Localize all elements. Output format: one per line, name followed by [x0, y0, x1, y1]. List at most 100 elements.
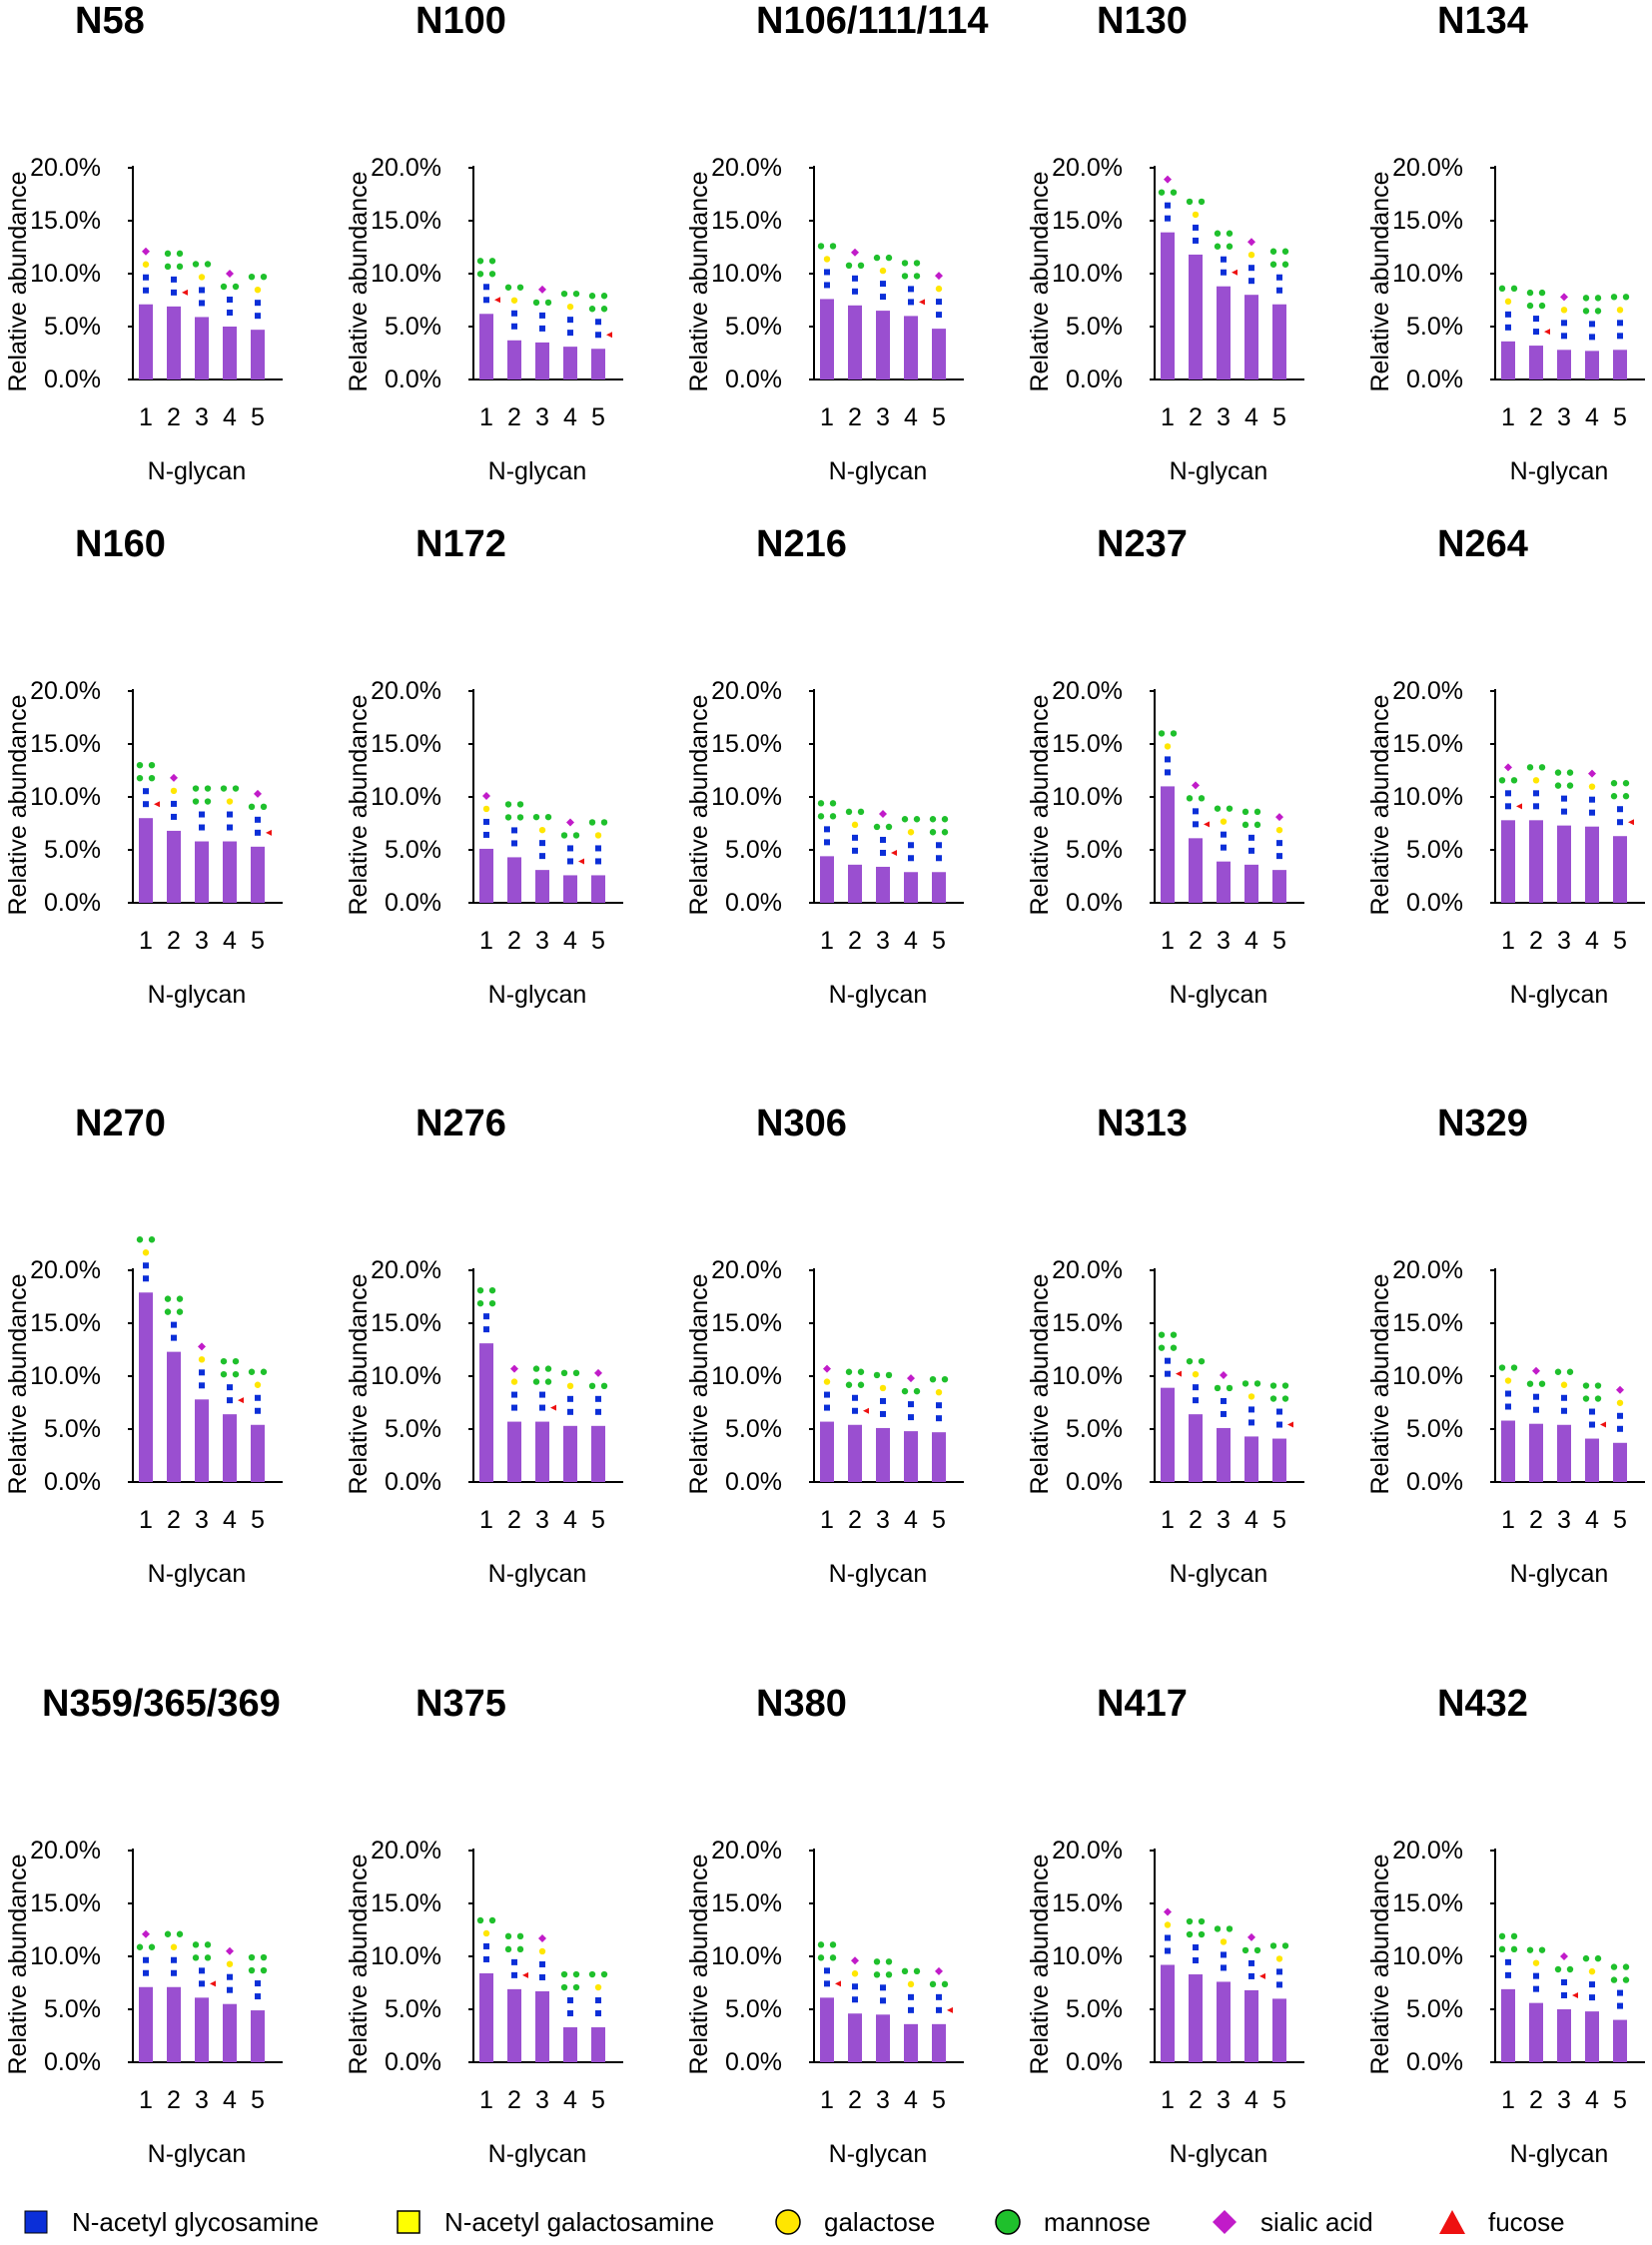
mannose-icon [476, 1286, 484, 1294]
glcnac-icon [1533, 1985, 1539, 1992]
y-tick-label: 20.0% [711, 1256, 782, 1284]
y-tick-label: 5.0% [725, 313, 782, 341]
glcnac-icon [936, 2006, 942, 2013]
glcnac-icon [1533, 1972, 1539, 1979]
bar [479, 314, 493, 379]
mannose-icon [248, 1953, 256, 1961]
x-tick-label: 3 [1217, 403, 1231, 431]
mannose-icon [1554, 1368, 1562, 1375]
chart-title: N276 [415, 1103, 506, 1144]
x-axis-label: N-glycan [1510, 457, 1609, 485]
glcnac-icon [1617, 819, 1623, 826]
y-tick-label: 10.0% [1392, 1942, 1463, 1970]
x-tick-label: 5 [1613, 927, 1627, 955]
mannose-icon [1186, 1930, 1194, 1938]
glcnac-icon [1589, 321, 1595, 328]
mannose-icon [204, 798, 212, 805]
y-tick-label: 5.0% [1066, 836, 1123, 864]
mannose-icon [136, 762, 144, 769]
glycan-structure [192, 1941, 216, 1987]
bar-chart: 0.0% 5.0% 10.0% 15.0% 20.0%Relative abundanc… [4, 677, 283, 1009]
glcnac-icon [199, 287, 205, 294]
x-tick-label: 5 [591, 1506, 605, 1534]
bar [1244, 864, 1258, 903]
bar [1585, 2011, 1599, 2062]
glcnac-icon [227, 310, 233, 316]
mannose-icon [1582, 308, 1590, 315]
glcnac-icon [595, 2010, 601, 2017]
glycan-structure [1588, 769, 1596, 816]
glcnac-icon [567, 2010, 573, 2017]
x-tick-label: 1 [1161, 403, 1175, 431]
x-tick-label: 4 [904, 927, 918, 955]
glcnac-icon [199, 1967, 205, 1974]
chart-title: N160 [75, 523, 166, 565]
glcnac-icon [1248, 1959, 1254, 1966]
glycan-structure [1582, 295, 1602, 341]
bar [1244, 1989, 1258, 2062]
y-tick-label: 20.0% [1052, 154, 1123, 182]
mannose-icon [1198, 1357, 1206, 1365]
glycan-structure [1560, 293, 1568, 340]
mannose-icon [192, 261, 200, 268]
glycan-structure [504, 1932, 528, 1978]
mannose-icon [476, 271, 484, 278]
y-tick-label: 10.0% [1052, 783, 1123, 811]
mannose-icon [901, 1387, 909, 1395]
glcnac-icon [1589, 1408, 1595, 1415]
glycan-structure [1158, 175, 1178, 222]
mannose-icon [532, 299, 540, 307]
glcnac-icon [539, 1960, 545, 1967]
x-tick-label: 5 [1272, 927, 1286, 955]
y-tick-label: 10.0% [371, 1362, 441, 1390]
fucose-icon [1516, 803, 1522, 810]
glcnac-icon [1617, 320, 1623, 327]
sialic-acid-icon [1616, 1385, 1624, 1394]
y-tick-label: 10.0% [371, 783, 441, 811]
glycan-structure [1610, 780, 1634, 826]
mannose-icon [1253, 808, 1261, 816]
bar-chart: 0.0% 5.0% 10.0% 15.0% 20.0%Relative abundanc… [1366, 677, 1645, 1009]
x-axis-label: N-glycan [829, 2140, 928, 2168]
glcnac-icon [567, 1997, 573, 2004]
glcnac-icon [1533, 329, 1539, 336]
mannose-icon [1610, 1976, 1618, 1983]
mannose-icon [164, 1930, 172, 1937]
chart-title: N329 [1437, 1103, 1528, 1144]
bar [591, 1425, 605, 1482]
galactose-icon [198, 274, 206, 281]
mannose-icon [913, 260, 921, 267]
x-tick-label: 4 [563, 403, 577, 431]
mannose-icon [164, 1308, 172, 1315]
galactose-icon [1560, 307, 1568, 314]
x-axis-label: N-glycan [1170, 981, 1268, 1009]
x-tick-label: 3 [195, 1506, 209, 1534]
mannose-icon [504, 1945, 512, 1953]
bar [223, 841, 237, 903]
green-circle-icon [995, 2209, 1021, 2235]
mannose-icon [220, 1370, 228, 1378]
glcnac-icon [936, 1402, 942, 1409]
chart-title: N270 [75, 1103, 166, 1144]
glycan-structure [504, 801, 524, 847]
x-tick-label: 4 [1585, 1506, 1599, 1534]
chart-title: N216 [756, 523, 847, 565]
chart-panel: N417 0.0% 5.0% 10.0% 15.0% 20.0% Relative abun… [1022, 1683, 1351, 2202]
x-tick-label: 5 [591, 403, 605, 431]
glcnac-icon [936, 299, 942, 306]
glycan-structure [248, 1368, 268, 1414]
glycan-structure [1186, 1357, 1206, 1404]
glcnac-icon [1221, 831, 1227, 838]
glcnac-icon [852, 1983, 858, 1990]
glcnac-icon [852, 275, 858, 282]
glcnac-icon [483, 1942, 489, 1949]
bar [195, 841, 209, 903]
fucose-icon [835, 1980, 841, 1987]
glcnac-icon [567, 1395, 573, 1402]
sialic-acid-icon [907, 1374, 915, 1383]
bar [167, 1351, 181, 1482]
glycan-structure [845, 1368, 869, 1414]
glycan-structure [226, 1946, 234, 1993]
glcnac-icon [1505, 1390, 1511, 1397]
glcnac-icon [1248, 1406, 1254, 1413]
